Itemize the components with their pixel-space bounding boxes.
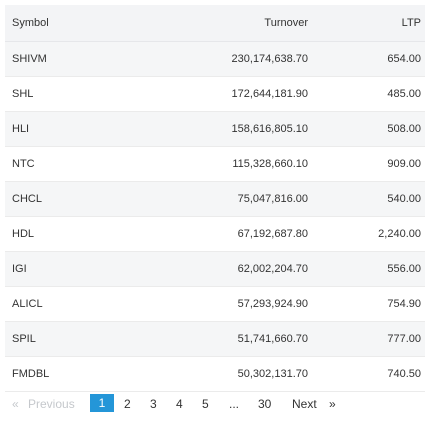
- table-row[interactable]: ALICL 57,293,924.90 754.90: [5, 286, 425, 321]
- page-link-2[interactable]: 2: [124, 397, 131, 411]
- page-link-4[interactable]: 4: [176, 397, 183, 411]
- table-row[interactable]: HLI 158,616,805.10 508.00: [5, 111, 425, 146]
- page-link-3[interactable]: 3: [150, 397, 157, 411]
- table-row[interactable]: SHIVM 230,174,638.70 654.00: [5, 41, 425, 76]
- ltp-cell: 485.00: [387, 87, 421, 100]
- table-row[interactable]: HDL 67,192,687.80 2,240.00: [5, 216, 425, 251]
- turnover-cell: 67,192,687.80: [237, 227, 308, 240]
- next-page-link[interactable]: Next: [292, 397, 317, 411]
- turnover-table: Symbol Turnover LTP SHIVM 230,174,638.70…: [5, 5, 425, 392]
- symbol-cell[interactable]: NTC: [12, 157, 35, 170]
- turnover-cell: 62,002,204.70: [237, 262, 308, 275]
- symbol-cell[interactable]: SHL: [12, 87, 34, 100]
- turnover-cell: 115,328,660.10: [232, 157, 308, 170]
- symbol-cell[interactable]: ALICL: [12, 297, 43, 310]
- pagination: « Previous 1 2 3 4 5 ... 30 Next »: [0, 394, 425, 414]
- turnover-cell: 230,174,638.70: [231, 52, 308, 65]
- table-row[interactable]: IGI 62,002,204.70 556.00: [5, 251, 425, 286]
- page-link-30[interactable]: 30: [258, 397, 272, 411]
- turnover-cell: 172,644,181.90: [231, 87, 308, 100]
- ltp-cell: 2,240.00: [378, 227, 421, 240]
- turnover-cell: 57,293,924.90: [237, 297, 308, 310]
- turnover-cell: 50,302,131.70: [237, 367, 308, 380]
- first-page-arrow: «: [12, 397, 19, 411]
- table-row[interactable]: NTC 115,328,660.10 909.00: [5, 146, 425, 181]
- symbol-cell[interactable]: CHCL: [12, 192, 42, 205]
- column-header-ltp[interactable]: LTP: [401, 16, 421, 29]
- symbol-cell[interactable]: IGI: [12, 262, 27, 275]
- table-body: SHIVM 230,174,638.70 654.00 SHL 172,644,…: [5, 41, 425, 391]
- symbol-cell[interactable]: SHIVM: [12, 52, 47, 65]
- last-page-arrow[interactable]: »: [329, 397, 336, 411]
- column-header-symbol[interactable]: Symbol: [12, 16, 49, 29]
- page-link-1[interactable]: 1: [90, 394, 114, 412]
- previous-page-link: Previous: [28, 397, 75, 411]
- pagination-ellipsis: ...: [229, 397, 240, 411]
- column-header-turnover[interactable]: Turnover: [264, 16, 308, 29]
- ltp-cell: 540.00: [387, 192, 421, 205]
- symbol-cell[interactable]: HDL: [12, 227, 35, 240]
- symbol-cell[interactable]: HLI: [12, 122, 30, 135]
- page-link-5[interactable]: 5: [202, 397, 209, 411]
- ltp-cell: 754.90: [387, 297, 421, 310]
- symbol-cell[interactable]: SPIL: [12, 332, 36, 345]
- turnover-cell: 158,616,805.10: [231, 122, 308, 135]
- ltp-cell: 909.00: [387, 157, 421, 170]
- ltp-cell: 654.00: [387, 52, 421, 65]
- ltp-cell: 508.00: [387, 122, 421, 135]
- table-row[interactable]: CHCL 75,047,816.00 540.00: [5, 181, 425, 216]
- turnover-cell: 75,047,816.00: [237, 192, 308, 205]
- table-row[interactable]: SHL 172,644,181.90 485.00: [5, 76, 425, 111]
- ltp-cell: 777.00: [387, 332, 421, 345]
- turnover-cell: 51,741,660.70: [237, 332, 308, 345]
- table-header: Symbol Turnover LTP: [5, 5, 425, 41]
- table-row[interactable]: SPIL 51,741,660.70 777.00: [5, 321, 425, 356]
- symbol-cell[interactable]: FMDBL: [12, 367, 50, 380]
- header-row: Symbol Turnover LTP: [5, 5, 425, 41]
- ltp-cell: 556.00: [387, 262, 421, 275]
- ltp-cell: 740.50: [387, 367, 421, 380]
- table-row[interactable]: FMDBL 50,302,131.70 740.50: [5, 356, 425, 391]
